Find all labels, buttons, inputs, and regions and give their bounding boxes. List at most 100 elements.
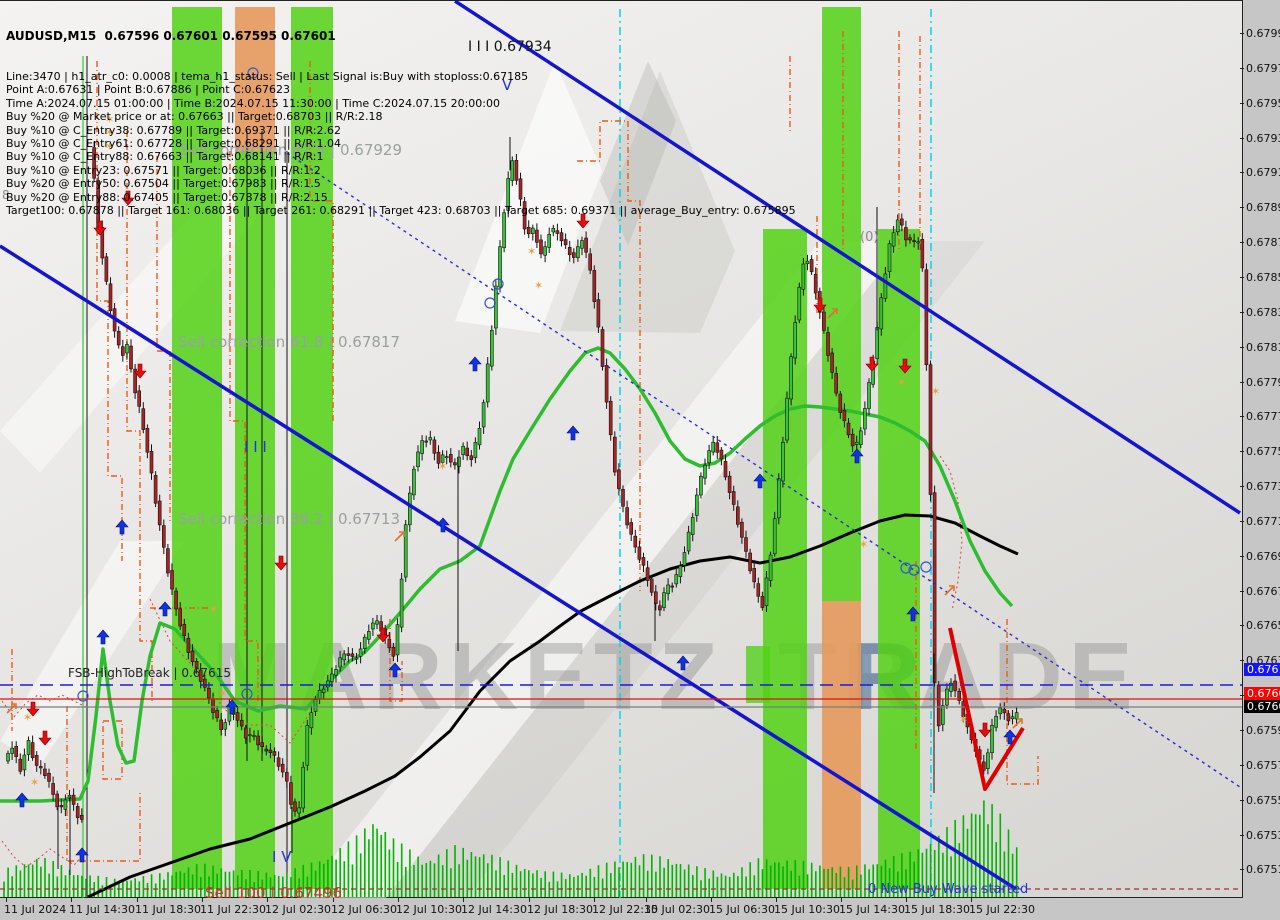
star-marker-icon: ✶ bbox=[897, 376, 906, 389]
candle-body bbox=[362, 636, 367, 649]
candle-body bbox=[891, 232, 896, 247]
candle-body bbox=[116, 330, 121, 346]
candle-body bbox=[555, 230, 560, 234]
candle-body bbox=[813, 273, 818, 294]
candle-body bbox=[38, 766, 43, 769]
candle-body bbox=[104, 256, 109, 282]
time-tick-mark bbox=[971, 898, 972, 902]
price-tick-label: 0.67915 bbox=[1246, 166, 1280, 180]
price-tick-mark bbox=[1240, 451, 1244, 453]
time-tick-mark bbox=[398, 898, 399, 902]
candle-body bbox=[465, 447, 470, 457]
price-tick-label: 0.67955 bbox=[1246, 96, 1280, 110]
price-tick-mark bbox=[1240, 730, 1244, 731]
entry-circle-icon bbox=[77, 690, 89, 702]
candle-body bbox=[514, 160, 519, 181]
candle-body bbox=[899, 218, 904, 226]
candle-body bbox=[309, 712, 314, 729]
price-tick-mark bbox=[1240, 102, 1244, 104]
star-marker-icon: ✶ bbox=[534, 279, 543, 292]
price-tick-label: 0.67555 bbox=[1246, 793, 1280, 807]
candle-body bbox=[137, 390, 141, 407]
exit-arrow-icon bbox=[944, 585, 955, 596]
price-axis[interactable]: 0.67995 0.67975 0.67955 0.67935 0.67915 0.678… bbox=[1240, 0, 1280, 915]
session-band-green bbox=[172, 7, 222, 889]
candle-body bbox=[838, 393, 843, 413]
sell-arrow-icon bbox=[133, 363, 147, 379]
trailing-stop-line bbox=[96, 61, 123, 561]
time-tick-mark bbox=[137, 898, 138, 902]
candle-body bbox=[596, 299, 601, 328]
candle-body bbox=[674, 574, 679, 585]
candle-body bbox=[744, 537, 748, 552]
price-tick-mark bbox=[1240, 520, 1244, 522]
candle-body bbox=[580, 240, 584, 249]
candle-body bbox=[994, 715, 998, 728]
candle-body bbox=[6, 753, 10, 762]
candle-body bbox=[403, 524, 408, 578]
candle-body bbox=[826, 332, 830, 356]
candle-body bbox=[55, 793, 60, 808]
candle-body bbox=[375, 620, 379, 625]
fsb-high-to-break-label: FSB-HighToBreak | 0.67615 bbox=[68, 666, 231, 680]
sell-arrow-icon bbox=[26, 701, 40, 717]
candle-body bbox=[1010, 716, 1015, 720]
price-tick-mark bbox=[1240, 625, 1244, 627]
time-tick-label: 12 Jul 10:30 bbox=[396, 903, 462, 916]
price-tick-label: 0.67515 bbox=[1246, 863, 1280, 877]
candle-body bbox=[473, 442, 478, 459]
star-marker-icon: ✶ bbox=[209, 603, 218, 616]
candle-body bbox=[141, 408, 146, 430]
candle-body bbox=[203, 678, 207, 688]
candle-body bbox=[1006, 713, 1011, 722]
candle-body bbox=[14, 746, 18, 757]
candle-body bbox=[268, 749, 273, 753]
wave-5-label: V bbox=[502, 76, 513, 94]
price-tick-mark bbox=[1240, 799, 1244, 801]
candle-body bbox=[129, 345, 133, 370]
candle-body bbox=[297, 807, 301, 814]
candle-body bbox=[694, 494, 699, 516]
candle-body bbox=[211, 698, 215, 713]
candle-body bbox=[436, 451, 441, 464]
candle-body bbox=[502, 212, 506, 249]
price-tick-label: 0.67675 bbox=[1246, 584, 1280, 598]
time-tick-label: 15 Jul 02:30 bbox=[644, 903, 710, 916]
sell-arrow-icon bbox=[898, 358, 912, 374]
price-tick-mark bbox=[1240, 381, 1244, 383]
candle-body bbox=[477, 428, 482, 446]
trailing-stop-line bbox=[126, 131, 153, 701]
candle-body bbox=[207, 687, 211, 699]
candle-body bbox=[522, 201, 527, 230]
entry-circle-icon bbox=[492, 278, 504, 290]
price-tick-mark bbox=[1240, 834, 1244, 836]
candle-body bbox=[47, 772, 51, 782]
candle-body bbox=[932, 492, 937, 683]
candle-body bbox=[756, 583, 761, 597]
candle-body bbox=[727, 475, 732, 493]
sell-arrow-icon bbox=[576, 213, 590, 229]
star-marker-icon: ✶ bbox=[105, 113, 114, 126]
zigzag-line bbox=[948, 627, 1025, 791]
candle-body bbox=[559, 232, 564, 242]
candle-body bbox=[43, 768, 47, 776]
candle-body bbox=[957, 690, 962, 701]
buy-arrow-icon bbox=[436, 517, 450, 533]
candle-body bbox=[215, 709, 219, 719]
candle-body bbox=[448, 454, 453, 463]
price-chart[interactable]: MARKETZTRADER✶✶✶✶✶✶✶✶✶✶✶✶✶✶I I I 0.67934… bbox=[0, 1, 1243, 899]
candle-body bbox=[10, 747, 14, 754]
candle-body bbox=[489, 330, 494, 367]
candle-body bbox=[330, 673, 334, 683]
candle-body bbox=[867, 382, 871, 409]
candle-body bbox=[239, 719, 244, 727]
session-band-green bbox=[822, 7, 861, 601]
background-streak bbox=[0, 161, 305, 473]
time-tick-mark bbox=[202, 898, 203, 902]
candle-body bbox=[678, 565, 683, 577]
candle-body bbox=[703, 464, 707, 479]
time-axis[interactable]: 11 Jul 2024 11 Jul 14:30 11 Jul 18:30 11 Ju… bbox=[0, 898, 1280, 920]
chart-area[interactable]: MARKETZTRADER✶✶✶✶✶✶✶✶✶✶✶✶✶✶I I I 0.67934… bbox=[0, 0, 1243, 899]
time-tick-label: 15 Jul 06:30 bbox=[709, 903, 775, 916]
